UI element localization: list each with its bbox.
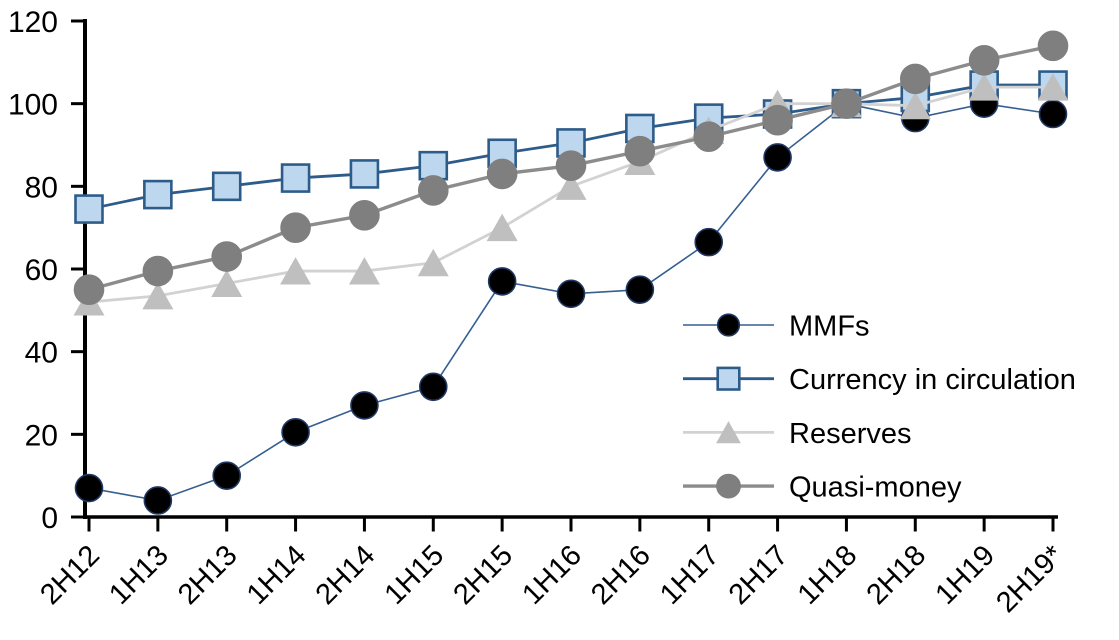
series-quasi-money-marker (831, 88, 862, 119)
series-mmfs-marker (1038, 99, 1068, 129)
legend: MMFs Currency in circulation Reserves Quasi… (683, 311, 1076, 504)
x-tick-label: 1H16 (516, 539, 588, 611)
series-reserves-marker (211, 269, 243, 297)
series-quasi-money-marker (142, 255, 174, 287)
x-tick-label: 2H19* (990, 539, 1070, 619)
legend-marker (716, 313, 741, 337)
series-mmfs-marker (487, 267, 517, 296)
legend-item-mmfs: MMFs (683, 311, 870, 343)
x-tick-label: 2H12 (34, 539, 106, 611)
y-tick-label: 60 (25, 254, 58, 287)
x-tick-label: 1H19 (929, 539, 1001, 611)
series-quasi-money-marker (762, 104, 793, 136)
x-tick-label: 2H15 (447, 539, 519, 611)
series-quasi-money-marker (693, 121, 725, 153)
series-quasi-money (73, 30, 1069, 305)
series-quasi-money-marker (280, 212, 311, 243)
series-mmfs-marker (350, 391, 379, 420)
series-reserves-marker (417, 248, 449, 277)
series-quasi-money-marker (211, 241, 243, 272)
series-quasi-money-marker (899, 63, 931, 95)
x-tick-label: 2H14 (310, 539, 382, 611)
legend-item-reserves: Reserves (683, 418, 912, 450)
y-tick-label: 0 (41, 502, 58, 535)
series-reserves-marker (1037, 73, 1069, 101)
x-axis-ticks: 2H121H132H131H142H141H152H151H162H161H17… (34, 517, 1070, 619)
series-currency-in-circulation-marker (74, 194, 104, 224)
y-axis-ticks: 0 20 40 60 80 100 120 (8, 6, 85, 535)
legend-label: Currency in circulation (789, 364, 1076, 396)
series-reserves-marker (555, 172, 587, 200)
y-tick-label: 80 (25, 171, 58, 204)
series-quasi-money-marker (968, 44, 1000, 76)
x-tick-label: 1H13 (103, 539, 175, 611)
series-reserves-marker (142, 281, 174, 310)
series-currency-in-circulation-marker (418, 150, 449, 181)
series-mmfs-marker (281, 417, 310, 447)
series-mmfs-marker (763, 143, 792, 172)
series-quasi-money-marker (486, 158, 518, 190)
x-tick-label: 2H16 (585, 539, 657, 611)
series-quasi-money-marker (624, 135, 656, 167)
legend-marker (716, 473, 741, 499)
series-currency-in-circulation-marker (143, 179, 173, 210)
series-mmfs-marker (74, 473, 104, 503)
x-tick-label: 1H18 (792, 539, 864, 611)
x-tick-label: 2H13 (172, 539, 244, 611)
series-mmfs-marker (556, 279, 586, 309)
legend-marker (716, 421, 741, 444)
y-tick-label: 120 (8, 6, 58, 39)
series-reserves-marker (486, 213, 518, 242)
x-tick-label: 2H18 (861, 539, 933, 611)
series-quasi-money-marker (1037, 30, 1069, 62)
legend-marker (716, 366, 741, 391)
series-reserves-marker (968, 73, 1000, 101)
legend-label: MMFs (789, 311, 870, 343)
series-mmfs-marker (212, 461, 242, 490)
series-reserves-marker (348, 257, 380, 285)
series-mmfs-marker (143, 486, 173, 515)
y-tick-label: 100 (8, 89, 58, 122)
y-tick-label: 20 (25, 419, 58, 452)
legend-item-currency-in-circulation: Currency in circulation (683, 364, 1076, 396)
x-tick-label: 1H14 (241, 539, 313, 611)
series-currency-in-circulation-marker (349, 159, 380, 189)
legend-label: Quasi-money (789, 472, 962, 504)
series-quasi-money-marker (73, 274, 105, 305)
series-quasi-money-marker (555, 150, 587, 181)
series-mmfs-marker (625, 275, 655, 304)
series-reserves-marker (899, 91, 931, 120)
series-currency-in-circulation-marker (211, 171, 242, 202)
series-reserves-marker (280, 257, 312, 285)
series-currency-in-circulation-marker (280, 163, 311, 193)
x-tick-label: 1H15 (379, 539, 451, 611)
x-tick-label: 1H17 (654, 539, 726, 611)
y-tick-label: 40 (25, 337, 58, 370)
series-mmfs (74, 89, 1068, 515)
series-quasi-money-marker (349, 199, 380, 231)
legend-label: Reserves (789, 418, 912, 450)
legend-item-quasi-money: Quasi-money (683, 472, 962, 504)
series-mmfs-marker (694, 227, 724, 257)
x-tick-label: 2H17 (723, 539, 795, 611)
series-quasi-money-marker (417, 175, 449, 206)
series-currency-in-circulation (74, 70, 1068, 224)
series-mmfs-marker (418, 372, 448, 402)
